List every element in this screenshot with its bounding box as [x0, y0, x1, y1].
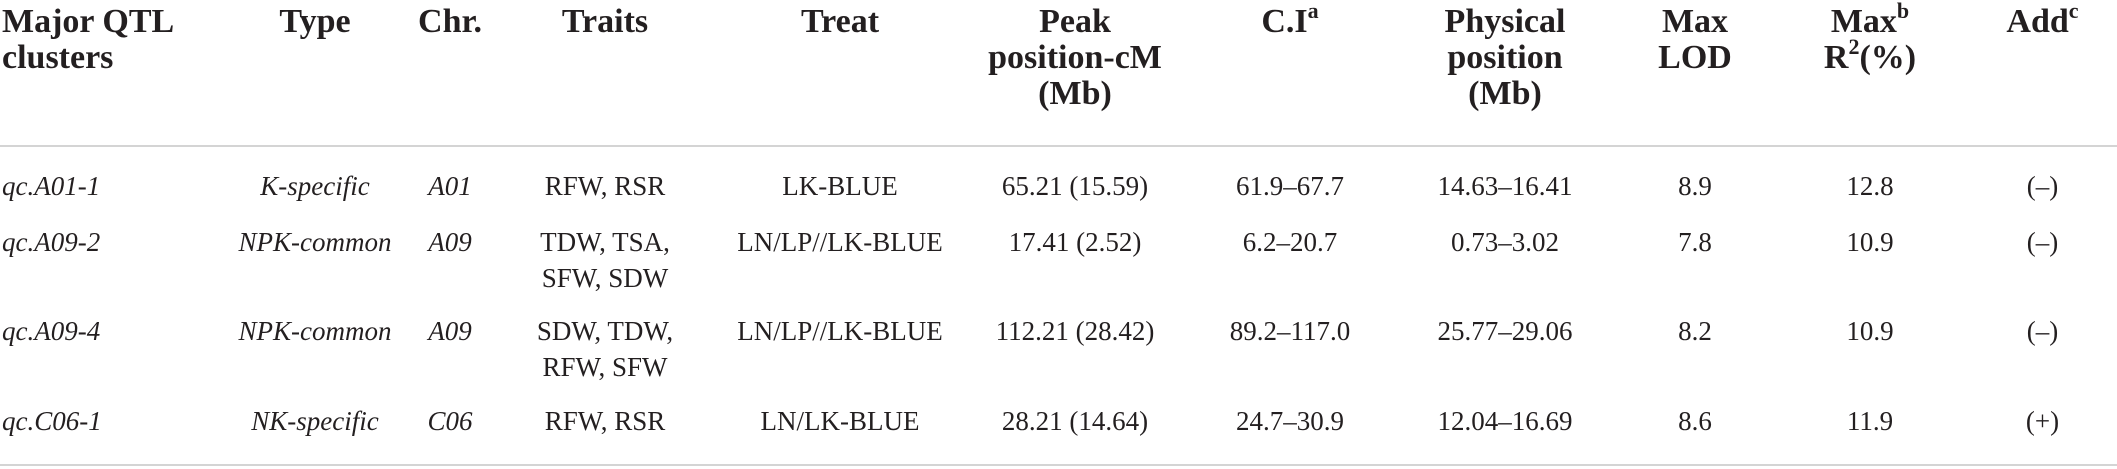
header-text: Type — [279, 3, 351, 40]
cell-treat: LN/LP//LK-BLUE — [737, 227, 943, 257]
cell-traits-line: SDW, TDW, — [536, 316, 674, 346]
header-traits: Traits — [510, 4, 700, 40]
header-percent-text: (%) — [1859, 39, 1917, 76]
cell-cluster: qc.C06-1 — [2, 406, 102, 436]
cell-chr: A01 — [428, 171, 472, 201]
cell-treat: LN/LK-BLUE — [760, 406, 920, 436]
cell-add: (–) — [2026, 316, 2059, 346]
cell-add: (–) — [2026, 171, 2059, 201]
cell-treat: LK-BLUE — [782, 171, 898, 201]
header-ci-text: C.I — [1261, 3, 1308, 40]
cell-traits: SDW, TDW, RFW, SFW — [510, 313, 700, 385]
cell-physical: 0.73–3.02 — [1451, 227, 1559, 257]
header-ci: C.Ia — [1215, 0, 1365, 40]
cell-traits-line: RFW, RSR — [544, 171, 666, 201]
cell-max-lod: 8.9 — [1678, 171, 1712, 201]
cell-chr: A09 — [428, 227, 472, 257]
header-text: Physical — [1444, 3, 1566, 40]
cell-traits-line: RFW, SFW — [542, 352, 668, 382]
cell-max-r2: 11.9 — [1846, 406, 1894, 436]
cell-traits: RFW, RSR — [510, 403, 700, 439]
cell-max-lod: 7.8 — [1678, 227, 1712, 257]
header-text: Major QTL — [2, 3, 175, 40]
header-physical-position: Physical position (Mb) — [1385, 4, 1625, 112]
header-text: position-cM — [988, 39, 1162, 76]
header-chr: Chr. — [400, 4, 500, 40]
cell-physical: 12.04–16.69 — [1437, 406, 1573, 436]
header-text: R2(%) — [1770, 35, 1970, 76]
header-text: Addc — [1970, 0, 2115, 40]
header-type: Type — [215, 4, 415, 40]
footnote-marker: c — [2068, 0, 2079, 23]
cell-ci: 61.9–67.7 — [1236, 171, 1344, 201]
header-major-qtl-clusters: Major QTL clusters — [2, 4, 232, 76]
cell-type: NPK-common — [238, 316, 392, 346]
header-max-lod: Max LOD — [1625, 4, 1765, 76]
cell-peak: 112.21 (28.42) — [995, 316, 1155, 346]
header-r-text: R — [1823, 39, 1849, 76]
header-add-text: Add — [2006, 3, 2069, 40]
header-text: Chr. — [418, 3, 482, 40]
header-max-text: Max — [1830, 3, 1897, 40]
cell-traits-line: SFW, SDW — [541, 263, 669, 293]
cell-peak: 65.21 (15.59) — [1001, 171, 1149, 201]
cell-traits: RFW, RSR — [510, 168, 700, 204]
header-text: Peak — [1039, 3, 1111, 40]
header-text: Max — [1661, 3, 1729, 40]
cell-cluster: qc.A09-2 — [2, 227, 101, 257]
cell-add: (+) — [2025, 406, 2060, 436]
cell-cluster: qc.A01-1 — [2, 171, 101, 201]
cell-max-r2: 10.9 — [1846, 316, 1894, 346]
header-treat: Treat — [715, 4, 965, 40]
cell-treat: LN/LP//LK-BLUE — [737, 316, 943, 346]
cell-traits-line: TDW, TSA, — [540, 227, 670, 257]
header-text: Traits — [561, 3, 649, 40]
cell-ci: 24.7–30.9 — [1236, 406, 1344, 436]
header-text: C.Ia — [1215, 0, 1365, 40]
cell-cluster: qc.A09-4 — [2, 316, 101, 346]
header-add: Addc — [1970, 0, 2115, 40]
cell-peak: 28.21 (14.64) — [1001, 406, 1149, 436]
header-text: (Mb) — [1468, 75, 1542, 112]
cell-physical: 14.63–16.41 — [1437, 171, 1573, 201]
header-text: clusters — [2, 39, 114, 76]
table-header: Major QTL clusters Type Chr. Traits Trea… — [0, 0, 2117, 147]
cell-add: (–) — [2026, 227, 2059, 257]
cell-peak: 17.41 (2.52) — [1008, 227, 1142, 257]
cell-type: NK-specific — [251, 406, 379, 436]
header-max-r2: Maxb R2(%) — [1770, 0, 1970, 76]
cell-traits-line: RFW, RSR — [544, 406, 666, 436]
cell-max-lod: 8.2 — [1678, 316, 1712, 346]
cell-type: K-specific — [260, 171, 370, 201]
cell-chr: C06 — [427, 406, 473, 436]
footnote-marker: b — [1896, 0, 1910, 23]
superscript-2: 2 — [1848, 33, 1860, 59]
cell-physical: 25.77–29.06 — [1437, 316, 1573, 346]
bottom-rule — [0, 464, 2117, 466]
cell-type: NPK-common — [238, 227, 392, 257]
cell-max-r2: 12.8 — [1846, 171, 1894, 201]
cell-max-r2: 10.9 — [1846, 227, 1894, 257]
header-text: LOD — [1658, 39, 1732, 76]
header-text: position — [1447, 39, 1563, 76]
cell-max-lod: 8.6 — [1678, 406, 1712, 436]
header-text: (Mb) — [1038, 75, 1112, 112]
cell-traits: TDW, TSA, SFW, SDW — [510, 224, 700, 296]
cell-chr: A09 — [428, 316, 472, 346]
footnote-marker: a — [1307, 0, 1319, 23]
header-text: Treat — [800, 3, 880, 40]
header-text: Maxb — [1770, 0, 1970, 40]
cell-ci: 6.2–20.7 — [1242, 227, 1338, 257]
cell-ci: 89.2–117.0 — [1229, 316, 1351, 346]
header-peak-position: Peak position-cM (Mb) — [960, 4, 1190, 112]
